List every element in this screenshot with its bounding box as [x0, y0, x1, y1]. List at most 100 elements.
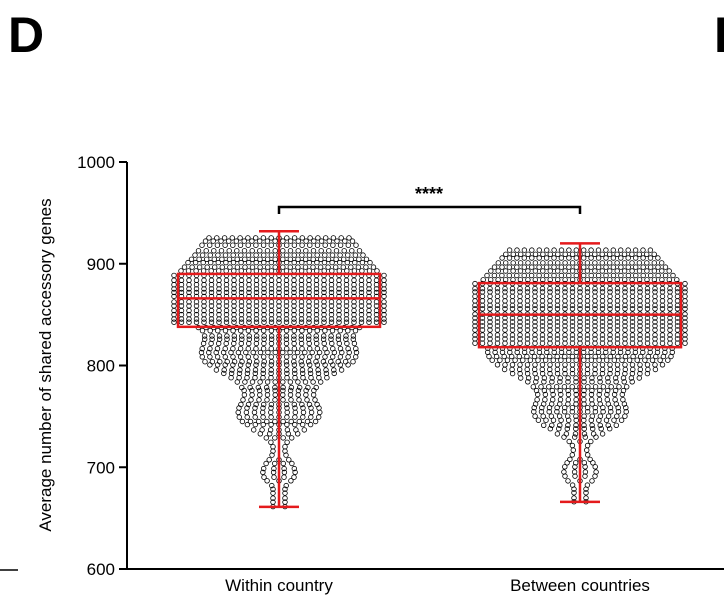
data-point	[292, 375, 298, 381]
data-point	[659, 285, 666, 292]
data-point	[344, 268, 350, 274]
data-point	[607, 285, 613, 292]
data-point	[530, 384, 536, 390]
data-point	[272, 256, 278, 262]
data-point	[246, 299, 252, 305]
data-point	[494, 362, 501, 368]
data-point	[605, 375, 611, 381]
data-point	[287, 264, 293, 270]
data-point	[366, 319, 372, 325]
data-point	[600, 405, 606, 411]
data-point	[581, 401, 587, 407]
data-point	[614, 306, 621, 312]
data-point	[245, 242, 251, 248]
data-point	[292, 414, 298, 420]
data-point	[565, 375, 571, 381]
data-point	[317, 264, 324, 270]
data-point	[596, 391, 602, 398]
data-point	[655, 272, 661, 279]
data-point	[524, 323, 531, 329]
data-point	[572, 464, 578, 470]
data-point	[554, 293, 561, 300]
data-point	[345, 242, 351, 248]
data-point	[547, 285, 553, 292]
data-point	[222, 362, 228, 368]
data-point	[517, 332, 523, 338]
data-point	[246, 316, 252, 322]
data-point	[642, 357, 648, 363]
data-point	[487, 323, 493, 329]
data-point	[276, 289, 282, 296]
data-point	[599, 323, 606, 329]
data-point	[272, 387, 278, 394]
data-point	[581, 264, 587, 270]
data-point	[288, 478, 294, 484]
data-point	[638, 353, 644, 360]
data-point	[295, 248, 301, 254]
data-point	[218, 248, 225, 254]
data-point	[253, 362, 259, 368]
data-point	[566, 349, 572, 355]
data-point	[329, 328, 336, 334]
data-point	[291, 316, 297, 322]
data-point	[216, 319, 222, 325]
data-point	[539, 302, 546, 309]
data-point	[633, 272, 639, 279]
data-point	[358, 307, 365, 314]
data-point	[363, 264, 369, 270]
data-point	[532, 306, 538, 312]
data-point	[268, 367, 274, 373]
data-point	[624, 384, 630, 390]
data-point	[632, 349, 639, 355]
data-point	[272, 248, 278, 254]
data-point	[510, 260, 516, 266]
data-point	[536, 272, 542, 279]
data-point	[502, 332, 508, 338]
data-point	[584, 340, 591, 346]
data-point	[634, 357, 640, 363]
data-point	[489, 357, 495, 363]
data-point	[524, 285, 531, 292]
data-point	[682, 315, 688, 321]
data-point	[260, 409, 266, 416]
data-point	[241, 238, 247, 244]
data-point	[605, 422, 611, 428]
data-point	[231, 277, 237, 283]
data-point	[554, 405, 560, 411]
data-point	[202, 238, 209, 244]
data-point	[268, 346, 274, 352]
data-point	[331, 349, 338, 356]
data-point	[592, 298, 598, 304]
data-point	[588, 349, 594, 355]
data-point	[592, 366, 598, 373]
data-point	[584, 447, 590, 453]
data-point	[610, 247, 616, 253]
data-point	[307, 346, 313, 352]
data-point	[268, 282, 275, 288]
data-point	[622, 362, 628, 368]
data-point	[238, 316, 245, 322]
data-point	[270, 444, 276, 450]
data-point	[662, 272, 669, 279]
data-point	[223, 340, 229, 347]
data-point	[547, 289, 553, 295]
data-point	[223, 307, 230, 314]
data-point	[268, 242, 274, 248]
data-point	[540, 268, 546, 274]
data-point	[280, 384, 286, 391]
data-point	[607, 366, 613, 373]
data-point	[224, 336, 230, 342]
data-point	[615, 405, 621, 411]
data-point	[644, 319, 651, 325]
data-point	[622, 366, 628, 373]
data-point	[264, 256, 271, 262]
data-point	[280, 435, 286, 441]
data-point	[607, 319, 613, 325]
data-point	[268, 316, 275, 322]
data-point	[550, 417, 557, 423]
data-point	[235, 349, 242, 356]
data-point	[472, 340, 478, 346]
data-point	[479, 289, 486, 295]
data-point	[381, 316, 387, 322]
data-point	[584, 251, 591, 257]
